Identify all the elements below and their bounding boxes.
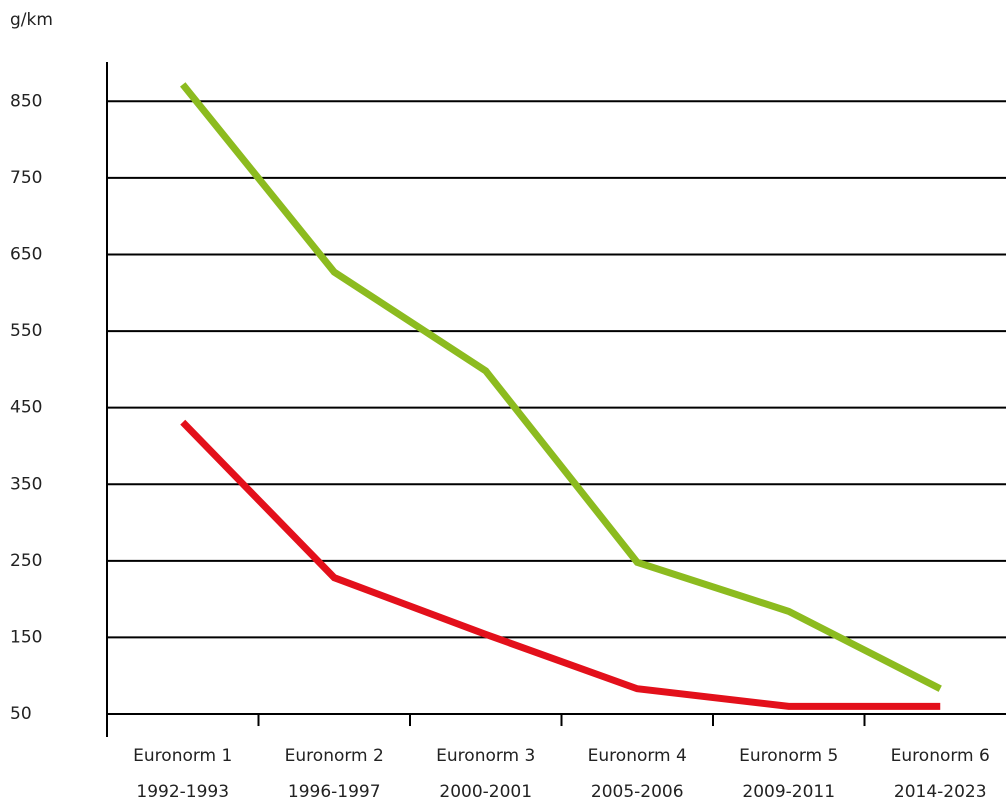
- x-tick-label: Euronorm 1: [133, 746, 232, 766]
- x-tick-label: 2014-2023: [894, 782, 987, 802]
- x-tick-label: 2009-2011: [742, 782, 835, 802]
- line-series: [180, 82, 942, 692]
- y-axis-label: g/km: [10, 10, 53, 30]
- x-tick-label: Euronorm 5: [739, 746, 838, 766]
- y-tick-label: 50: [10, 704, 32, 724]
- x-tick-label: 1996-1997: [288, 782, 381, 802]
- y-tick-label: 650: [10, 244, 42, 264]
- y-tick-label: 750: [10, 168, 42, 188]
- x-tick-label: 1992-1993: [136, 782, 229, 802]
- line-series: [180, 419, 941, 710]
- x-tick-label: Euronorm 6: [891, 746, 990, 766]
- y-tick-label: 850: [10, 91, 42, 111]
- x-tick-label: 2005-2006: [591, 782, 684, 802]
- y-tick-label: 250: [10, 551, 42, 571]
- x-tick-label: Euronorm 2: [285, 746, 384, 766]
- y-tick-label: 150: [10, 627, 42, 647]
- y-tick-label: 350: [10, 474, 42, 494]
- x-tick-label: Euronorm 3: [436, 746, 535, 766]
- x-tick-label: Euronorm 4: [588, 746, 687, 766]
- y-tick-label: 450: [10, 398, 42, 418]
- y-tick-label: 550: [10, 321, 42, 341]
- x-tick-label: 2000-2001: [439, 782, 532, 802]
